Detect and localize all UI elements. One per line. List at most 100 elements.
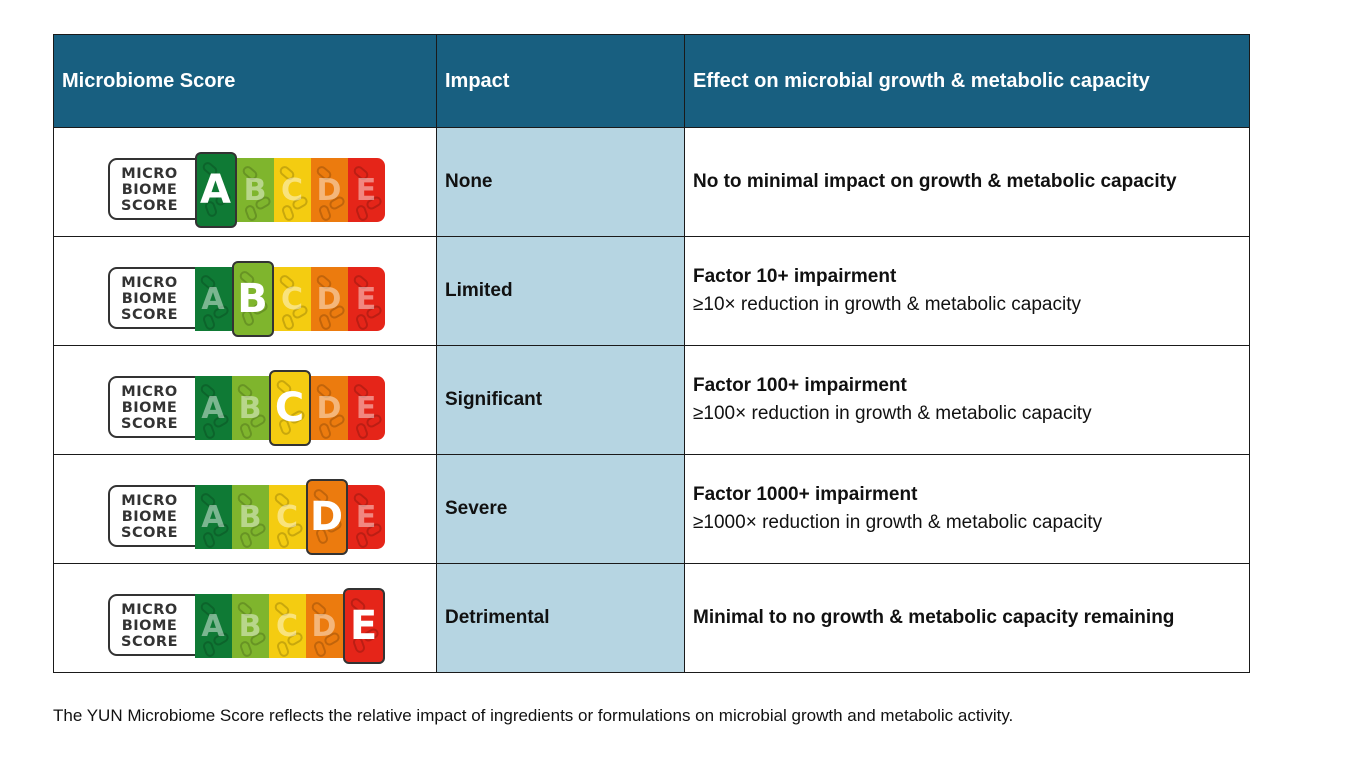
badge-label-line: BIOME bbox=[121, 400, 178, 416]
grade-letter: B bbox=[238, 390, 262, 426]
grade-letter: C bbox=[275, 499, 299, 535]
microbiome-score-badge: MICRO BIOME SCORE A B C D E bbox=[107, 140, 385, 228]
grade-segment-c: C bbox=[268, 594, 306, 658]
badge-label-text: MICRO BIOME SCORE bbox=[117, 602, 183, 650]
effect-detail-text: ≥10× reduction in growth & metabolic cap… bbox=[693, 294, 1081, 315]
grade-segment-b: B bbox=[236, 158, 274, 222]
grade-segment-d: D bbox=[310, 376, 348, 440]
badge-label-box: MICRO BIOME SCORE bbox=[107, 267, 208, 329]
badge-label-line: SCORE bbox=[121, 198, 178, 214]
grade-segment-e: E bbox=[347, 485, 385, 549]
grade-letter: E bbox=[349, 603, 378, 649]
grade-segment-a: A bbox=[194, 376, 232, 440]
badge-label-line: MICRO bbox=[121, 275, 178, 291]
effect-cell: Factor 10+ impairment ≥10× reduction in g… bbox=[684, 236, 1250, 346]
grade-segment-d: D bbox=[305, 594, 343, 658]
grade-letter: D bbox=[316, 281, 342, 317]
badge-label-text: MICRO BIOME SCORE bbox=[117, 166, 183, 214]
grade-letter: D bbox=[316, 390, 342, 426]
score-badge-cell: MICRO BIOME SCORE A B C D E bbox=[53, 345, 437, 455]
grade-letter: D bbox=[311, 608, 337, 644]
grade-segment-a: A bbox=[194, 485, 232, 549]
badge-label-line: BIOME bbox=[121, 509, 178, 525]
microbiome-score-table: Microbiome Score Impact Effect on microb… bbox=[53, 34, 1250, 673]
badge-label-text: MICRO BIOME SCORE bbox=[117, 384, 183, 432]
impact-cell: Significant bbox=[436, 345, 685, 455]
microbiome-score-badge: MICRO BIOME SCORE A B C D E bbox=[107, 467, 385, 555]
badge-label-line: BIOME bbox=[121, 291, 178, 307]
effect-cell: No to minimal impact on growth & metabol… bbox=[684, 127, 1250, 237]
grade-segment-e: E bbox=[347, 158, 385, 222]
microbiome-score-badge: MICRO BIOME SCORE A B C D E bbox=[107, 576, 385, 664]
grade-segment-c: C bbox=[273, 158, 311, 222]
grade-segment-b: B bbox=[231, 261, 274, 337]
grade-letter: E bbox=[355, 499, 377, 535]
effect-cell: Minimal to no growth & metabolic capacit… bbox=[684, 563, 1250, 673]
table-body: MICRO BIOME SCORE A B C D E None No to minimal im… bbox=[53, 127, 1250, 673]
score-badge-cell: MICRO BIOME SCORE A B C D E bbox=[53, 236, 437, 346]
grade-segment-b: B bbox=[231, 485, 269, 549]
header-effect: Effect on microbial growth & metabolic c… bbox=[684, 34, 1250, 128]
grade-segment-c: C bbox=[268, 485, 306, 549]
effect-main-text: Factor 10+ impairment bbox=[693, 266, 897, 287]
table-row: MICRO BIOME SCORE A B C D E None No to minimal im… bbox=[53, 127, 1250, 237]
effect-main-text: Minimal to no growth & metabolic capacit… bbox=[693, 607, 1175, 628]
badge-label-box: MICRO BIOME SCORE bbox=[107, 594, 208, 656]
effect-detail-text: ≥1000× reduction in growth & metabolic c… bbox=[693, 512, 1103, 533]
badge-label-line: SCORE bbox=[121, 634, 178, 650]
effect-cell: Factor 1000+ impairment ≥1000× reduction … bbox=[684, 454, 1250, 564]
grade-letter: C bbox=[280, 172, 304, 208]
microbiome-score-badge: MICRO BIOME SCORE A B C D E bbox=[107, 249, 385, 337]
badge-label-line: BIOME bbox=[121, 182, 178, 198]
table-row: MICRO BIOME SCORE A B C D E Limited Factor 10+ im… bbox=[53, 236, 1250, 346]
impact-cell: None bbox=[436, 127, 685, 237]
grade-segment-d: D bbox=[310, 267, 348, 331]
grade-letter: C bbox=[280, 281, 304, 317]
grade-letter: A bbox=[200, 167, 231, 213]
badge-label-line: BIOME bbox=[121, 618, 178, 634]
grade-letter: B bbox=[237, 276, 268, 322]
grade-segment-e: E bbox=[342, 588, 385, 664]
badge-label-line: MICRO bbox=[121, 166, 178, 182]
grade-letter: A bbox=[201, 390, 225, 426]
table-row: MICRO BIOME SCORE A B C D E Severe Factor 1000+ i… bbox=[53, 454, 1250, 564]
badge-label-box: MICRO BIOME SCORE bbox=[107, 158, 208, 220]
grade-segment-e: E bbox=[347, 267, 385, 331]
grade-segment-b: B bbox=[231, 594, 269, 658]
grade-letter: A bbox=[201, 608, 225, 644]
effect-main-text: Factor 1000+ impairment bbox=[693, 484, 918, 505]
badge-label-text: MICRO BIOME SCORE bbox=[117, 493, 183, 541]
grade-letter: E bbox=[355, 281, 377, 317]
badge-label-box: MICRO BIOME SCORE bbox=[107, 376, 208, 438]
badge-label-box: MICRO BIOME SCORE bbox=[107, 485, 208, 547]
grade-segment-c: C bbox=[273, 267, 311, 331]
header-score: Microbiome Score bbox=[53, 34, 437, 128]
grade-letter: B bbox=[238, 499, 262, 535]
badge-label-line: SCORE bbox=[121, 307, 178, 323]
microbiome-score-badge: MICRO BIOME SCORE A B C D E bbox=[107, 358, 385, 446]
badge-label-text: MICRO BIOME SCORE bbox=[117, 275, 183, 323]
effect-main-text: Factor 100+ impairment bbox=[693, 375, 907, 396]
grade-letter: C bbox=[274, 385, 305, 431]
grade-letter: A bbox=[201, 499, 225, 535]
impact-cell: Severe bbox=[436, 454, 685, 564]
impact-cell: Detrimental bbox=[436, 563, 685, 673]
grade-letter: B bbox=[243, 172, 267, 208]
badge-label-line: SCORE bbox=[121, 525, 178, 541]
header-impact: Impact bbox=[436, 34, 685, 128]
badge-label-line: SCORE bbox=[121, 416, 178, 432]
grade-segment-a: A bbox=[194, 594, 232, 658]
grade-letter: E bbox=[355, 172, 377, 208]
score-badge-cell: MICRO BIOME SCORE A B C D E bbox=[53, 563, 437, 673]
grade-segment-a: A bbox=[194, 267, 232, 331]
table-row: MICRO BIOME SCORE A B C D E Detrimental Minimal t… bbox=[53, 563, 1250, 673]
table-row: MICRO BIOME SCORE A B C D E Significant Factor 10… bbox=[53, 345, 1250, 455]
grade-segment-a: A bbox=[194, 152, 237, 228]
effect-main-text: No to minimal impact on growth & metabol… bbox=[693, 171, 1177, 192]
grade-letter: D bbox=[316, 172, 342, 208]
